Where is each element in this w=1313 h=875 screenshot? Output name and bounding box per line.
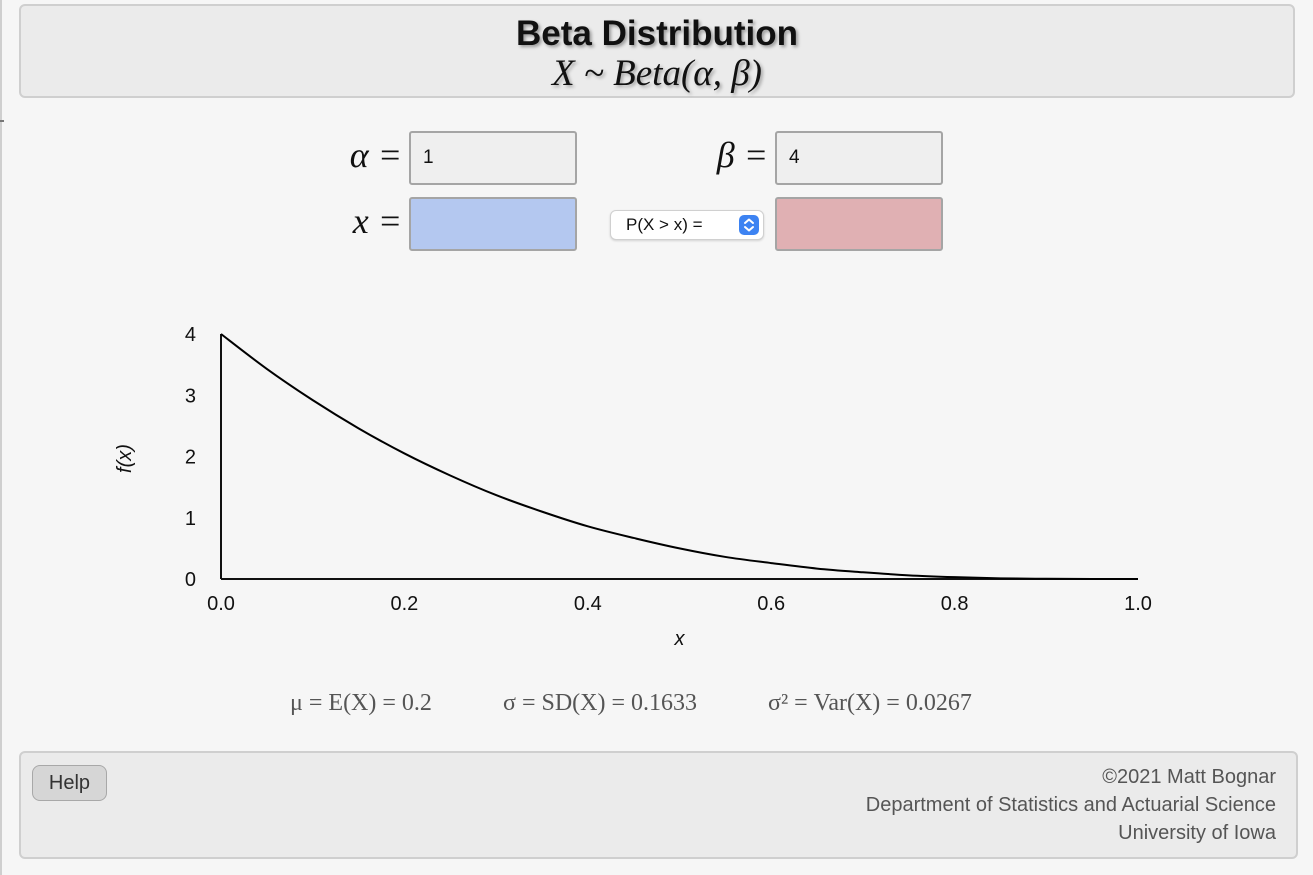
window-edge-mark: [0, 120, 4, 122]
x-tick-label: 0.0: [207, 593, 235, 615]
density-curve: [220, 333, 1139, 580]
density-point: [266, 368, 267, 369]
density-point: [221, 334, 222, 335]
variance-stat: σ² = Var(X) = 0.0267: [768, 690, 972, 716]
density-point: [587, 526, 588, 527]
y-tick-label: 2: [185, 447, 196, 469]
density-point: [679, 548, 680, 549]
density-point: [1138, 579, 1139, 580]
x-tick-label: 0.4: [574, 593, 602, 615]
alpha-input[interactable]: [409, 131, 577, 185]
header-panel: Beta Distribution X ~ Beta(α, β): [19, 4, 1295, 98]
beta-input[interactable]: [775, 131, 943, 185]
x-label: x =: [352, 201, 402, 241]
summary-stats: μ = E(X) = 0.2 σ = SD(X) = 0.1633 σ² = V…: [0, 690, 1313, 720]
probability-type-select[interactable]: P(X > x) =: [610, 210, 764, 240]
beta-label: β =: [716, 135, 768, 175]
density-point: [633, 537, 634, 538]
density-point: [817, 568, 818, 569]
density-point: [312, 400, 313, 401]
y-axis-label: f(x): [114, 444, 136, 473]
y-tick-label: 3: [185, 385, 196, 407]
x-tick-label: 1.0: [1124, 593, 1152, 615]
window-left-edge: [0, 0, 2, 875]
mean-stat: μ = E(X) = 0.2: [290, 690, 432, 716]
density-point: [954, 577, 955, 578]
select-updown-icon: [739, 215, 759, 235]
density-point: [1046, 578, 1047, 579]
x-tick-label: 0.2: [390, 593, 418, 615]
page-title: Beta Distribution: [516, 14, 798, 53]
y-tick-label: 0: [185, 569, 196, 591]
density-point: [862, 572, 863, 573]
density-point: [908, 575, 909, 576]
density-point: [496, 495, 497, 496]
copyright-text: ©2021 Matt Bognar: [1102, 766, 1276, 788]
help-button[interactable]: Help: [32, 765, 107, 801]
y-tick-label: 4: [185, 324, 196, 346]
density-point: [1092, 578, 1093, 579]
probability-type-label: P(X > x) =: [626, 215, 703, 234]
university-text: University of Iowa: [1118, 822, 1276, 844]
density-chart: 0.0 0.2 0.4 0.6 0.8 1.0 0 1 2 3 4 x f(x): [114, 324, 1152, 650]
y-tick-label: 1: [185, 508, 196, 530]
density-point: [358, 428, 359, 429]
footer-panel: Help ©2021 Matt Bognar Department of Sta…: [19, 751, 1298, 859]
distribution-notation: X ~ Beta(α, β): [552, 53, 762, 94]
density-point: [541, 511, 542, 512]
x-tick-label: 0.8: [941, 593, 969, 615]
probability-output[interactable]: [775, 197, 943, 251]
density-point: [771, 563, 772, 564]
density-point: [1000, 578, 1001, 579]
density-point: [725, 556, 726, 557]
x-tick-label: 0.6: [757, 593, 785, 615]
sd-stat: σ = SD(X) = 0.1633: [503, 690, 698, 716]
density-point: [450, 475, 451, 476]
density-point: [404, 453, 405, 454]
x-value-input[interactable]: [409, 197, 577, 251]
x-axis-label: x: [674, 628, 686, 650]
department-text: Department of Statistics and Actuarial S…: [865, 794, 1276, 816]
alpha-label: α =: [349, 135, 402, 175]
